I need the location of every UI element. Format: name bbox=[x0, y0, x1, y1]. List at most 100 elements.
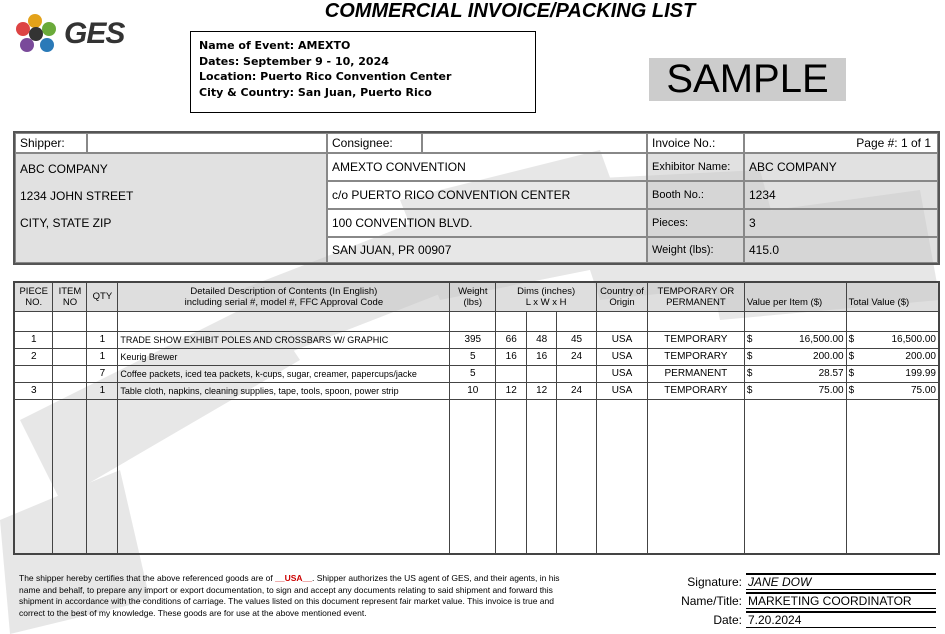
header-country: Country of Origin bbox=[596, 281, 648, 312]
amount: 28.57 bbox=[818, 368, 844, 379]
cell-l: 12 bbox=[495, 381, 528, 400]
consignee-line: 100 CONVENTION BLVD. bbox=[327, 209, 647, 237]
currency-symbol: $ bbox=[746, 368, 753, 379]
cell-weight: 395 bbox=[449, 330, 497, 349]
consignee-line: c/o PUERTO RICO CONVENTION CENTER bbox=[327, 181, 647, 209]
cell-w: 12 bbox=[526, 381, 558, 400]
cell-total: $16,500.00 bbox=[845, 330, 940, 349]
cell-w: 48 bbox=[526, 330, 558, 349]
shipper-line: CITY, STATE ZIP bbox=[20, 216, 112, 230]
currency-symbol: $ bbox=[848, 368, 855, 379]
weight-value: 415.0 bbox=[744, 237, 938, 263]
cell-weight: 5 bbox=[449, 364, 497, 383]
cell-desc: Table cloth, napkins, cleaning supplies,… bbox=[117, 381, 451, 400]
header-description-line2: including serial #, model #, FFC Approva… bbox=[184, 296, 384, 308]
document-title: COMMERCIAL INVOICE/PACKING LIST bbox=[324, 0, 696, 22]
cell-country bbox=[596, 398, 648, 555]
currency-symbol: $ bbox=[848, 334, 855, 345]
cell-temp: PERMANENT bbox=[646, 364, 745, 383]
header-dims-line1: Dims (inches) bbox=[517, 285, 576, 297]
shipping-info-box bbox=[13, 131, 940, 265]
table-header-row: PIECE NO. ITEM NO QTY Detailed Descripti… bbox=[13, 281, 940, 312]
cell-h bbox=[556, 364, 598, 383]
table-row: 2 1 Keurig Brewer 5 16 16 24 USA TEMPORARY $200.0… bbox=[13, 347, 940, 366]
booth-number: 1234 bbox=[744, 181, 938, 209]
header-description: Detailed Description of Contents (In Eng… bbox=[117, 281, 451, 312]
cell-total: $200.00 bbox=[845, 347, 940, 366]
date-label: Date: bbox=[713, 613, 742, 627]
sample-label: SAMPLE bbox=[649, 58, 846, 101]
logo-icon bbox=[16, 14, 60, 54]
consignee-blank bbox=[422, 133, 647, 153]
table-row: 1 1 TRADE SHOW EXHIBIT POLES AND CROSSBARS… bbox=[13, 330, 940, 349]
cell-desc: TRADE SHOW EXHIBIT POLES AND CROSSBARS W… bbox=[117, 330, 451, 349]
cell-qty: 7 bbox=[86, 364, 119, 383]
date-value: 7.20.2024 bbox=[746, 611, 936, 628]
cell-temp: TEMPORARY bbox=[646, 347, 745, 366]
consignee-label: Consignee: bbox=[327, 133, 422, 153]
cell-w bbox=[526, 364, 558, 383]
page-number: Page #: 1 of 1 bbox=[744, 133, 938, 153]
ges-logo: GES bbox=[16, 14, 125, 54]
booth-label: Booth No.: bbox=[647, 181, 744, 209]
amount: 199.99 bbox=[905, 368, 936, 379]
cell-piece bbox=[13, 364, 54, 383]
event-dates: Dates: September 9 - 10, 2024 bbox=[199, 54, 389, 68]
cell-qty: 1 bbox=[86, 381, 119, 400]
name-title-value: MARKETING COORDINATOR bbox=[746, 592, 936, 609]
currency-symbol: $ bbox=[848, 385, 855, 396]
weight-label: Weight (lbs): bbox=[647, 237, 744, 263]
cell-l bbox=[495, 310, 528, 332]
cell-country bbox=[596, 310, 648, 332]
currency-symbol: $ bbox=[746, 351, 753, 362]
table-row: 3 1 Table cloth, napkins, cleaning supplie… bbox=[13, 381, 940, 400]
cell-temp bbox=[646, 310, 745, 332]
cell-value: $200.00 bbox=[743, 347, 847, 366]
shipper-line: 1234 JOHN STREET bbox=[20, 189, 134, 203]
cell-desc: Keurig Brewer bbox=[117, 347, 451, 366]
cell-qty bbox=[86, 310, 119, 332]
header-temporary: TEMPORARY OR PERMANENT bbox=[646, 281, 745, 312]
cell-qty: 1 bbox=[86, 347, 119, 366]
cell-item bbox=[52, 310, 88, 332]
cell-country: USA bbox=[596, 330, 648, 349]
cell-temp bbox=[646, 398, 745, 555]
signature-value: JANE DOW bbox=[746, 573, 936, 590]
cell-country: USA bbox=[596, 347, 648, 366]
header-item: ITEM NO bbox=[52, 281, 88, 312]
event-info-box: Name of Event: AMEXTO Dates: September 9… bbox=[190, 31, 536, 113]
cell-country: USA bbox=[596, 364, 648, 383]
cell-item bbox=[52, 347, 88, 366]
amount: 75.00 bbox=[818, 385, 844, 396]
currency-symbol: $ bbox=[746, 334, 753, 345]
cell-l bbox=[495, 398, 528, 555]
header-dims-line2: L x W x H bbox=[525, 296, 567, 308]
cell-w bbox=[526, 310, 558, 332]
cell-weight bbox=[449, 398, 497, 555]
amount: 200.00 bbox=[905, 351, 936, 362]
cell-qty bbox=[86, 398, 119, 555]
cell-total: $199.99 bbox=[845, 364, 940, 383]
cell-desc bbox=[117, 398, 451, 555]
cell-item bbox=[52, 364, 88, 383]
shipper-label: Shipper: bbox=[15, 133, 87, 153]
cell-h bbox=[556, 398, 598, 555]
cell-h: 24 bbox=[556, 347, 598, 366]
cell-total bbox=[845, 398, 940, 555]
cell-l: 16 bbox=[495, 347, 528, 366]
cell-piece bbox=[13, 398, 54, 555]
cell-temp: TEMPORARY bbox=[646, 330, 745, 349]
cell-piece bbox=[13, 310, 54, 332]
header-piece: PIECE NO. bbox=[13, 281, 54, 312]
logo-text: GES bbox=[64, 17, 125, 50]
cell-item bbox=[52, 381, 88, 400]
items-table: PIECE NO. ITEM NO QTY Detailed Descripti… bbox=[13, 281, 940, 555]
cell-value bbox=[743, 310, 847, 332]
invoice-no-label: Invoice No.: bbox=[647, 133, 744, 153]
cell-value: $28.57 bbox=[743, 364, 847, 383]
header-description-line1: Detailed Description of Contents (In Eng… bbox=[190, 285, 378, 297]
certification-text: The shipper hereby certifies that the ab… bbox=[19, 573, 579, 619]
header-weight: Weight (lbs) bbox=[449, 281, 497, 312]
cell-l: 66 bbox=[495, 330, 528, 349]
event-name: Name of Event: AMEXTO bbox=[199, 39, 351, 52]
